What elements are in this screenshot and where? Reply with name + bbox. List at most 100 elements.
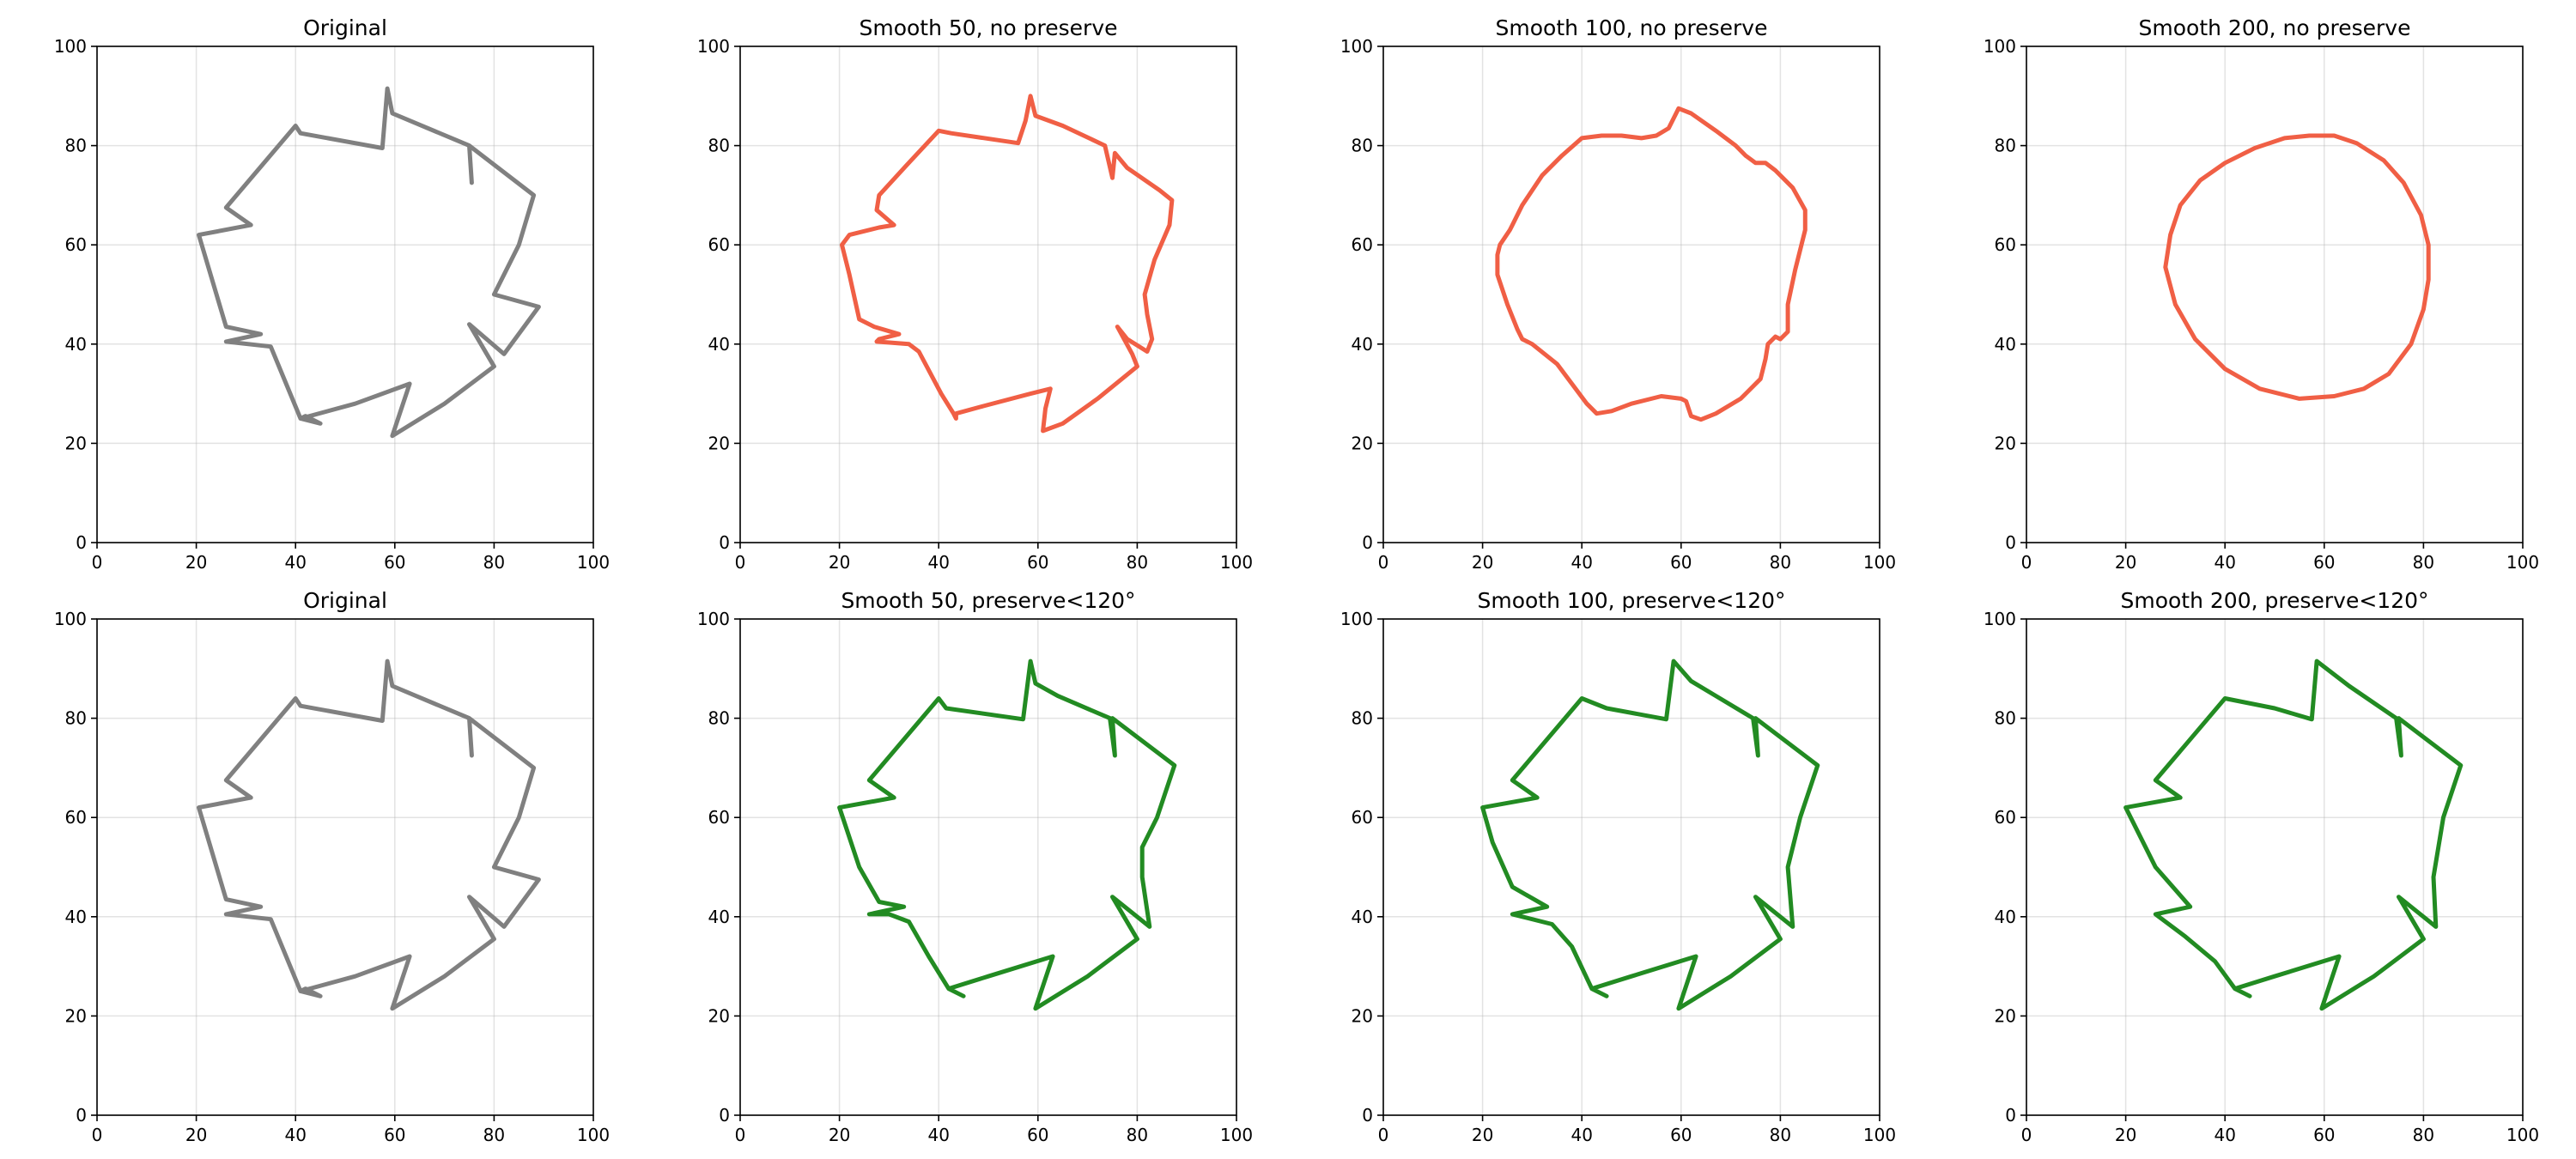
panel-title: Smooth 200, no preserve — [2139, 15, 2411, 40]
y-tick-label: 60 — [1352, 234, 1373, 255]
plot-area — [97, 46, 593, 543]
x-tick-label: 0 — [2021, 552, 2032, 573]
y-tick-label: 80 — [1352, 708, 1373, 729]
axes-frame — [96, 618, 594, 1116]
panel-title: Original — [303, 588, 387, 613]
x-tick-label: 80 — [1127, 1125, 1148, 1145]
x-tick-label: 100 — [2506, 1125, 2539, 1145]
chart-panel: 0 20 40 60 80 100 0 20 40 60 80 100 Original — [54, 588, 610, 1145]
axes-frame — [2026, 618, 2524, 1116]
plot-area — [2026, 619, 2523, 1115]
x-tick-label: 0 — [92, 552, 103, 573]
x-tick-label: 60 — [2313, 1125, 2335, 1145]
x-tick-label: 20 — [185, 1125, 207, 1145]
panel-title: Smooth 50, preserve<120° — [841, 588, 1135, 613]
y-tick-label: 80 — [1995, 708, 2016, 729]
y-tick-label: 0 — [76, 1105, 87, 1126]
x-tick-label: 0 — [2021, 1125, 2032, 1145]
x-tick-label: 100 — [2506, 552, 2539, 573]
axes-frame — [739, 618, 1237, 1116]
y-tick-label: 80 — [65, 708, 87, 729]
plot-area — [2026, 46, 2523, 543]
x-tick-label: 80 — [2413, 1125, 2434, 1145]
axes-frame — [1382, 46, 1880, 543]
x-tick-label: 0 — [735, 552, 746, 573]
y-tick-label: 100 — [697, 609, 730, 629]
x-tick-label: 20 — [829, 552, 850, 573]
x-tick-label: 60 — [384, 1125, 405, 1145]
x-tick-label: 80 — [2413, 552, 2434, 573]
y-tick-label: 20 — [1995, 433, 2016, 453]
x-tick-label: 100 — [577, 1125, 610, 1145]
x-tick-label: 20 — [2115, 1125, 2136, 1145]
panel-title: Smooth 200, preserve<120° — [2120, 588, 2428, 613]
y-tick-label: 100 — [1984, 36, 2016, 57]
y-tick-label: 100 — [54, 609, 87, 629]
x-tick-label: 80 — [1770, 1125, 1791, 1145]
y-tick-label: 40 — [65, 907, 87, 927]
axes-frame — [2026, 46, 2524, 543]
y-tick-label: 80 — [65, 136, 87, 156]
y-tick-label: 20 — [1352, 433, 1373, 453]
y-tick-label: 60 — [708, 807, 730, 828]
x-tick-label: 60 — [1670, 1125, 1692, 1145]
y-tick-label: 20 — [708, 1005, 730, 1026]
x-tick-label: 0 — [1378, 1125, 1389, 1145]
y-tick-label: 100 — [1984, 609, 2016, 629]
chart-panel: 0 20 40 60 80 100 0 20 40 60 80 100 Smooth 200, no p… — [1984, 15, 2539, 573]
chart-panel: 0 20 40 60 80 100 0 20 40 60 80 100 Smooth 100, pres… — [1340, 588, 1896, 1145]
y-tick-label: 100 — [54, 36, 87, 57]
y-tick-label: 40 — [1995, 334, 2016, 355]
axes-frame — [96, 46, 594, 543]
x-tick-label: 80 — [483, 1125, 505, 1145]
series-line — [837, 658, 1177, 1011]
y-tick-label: 20 — [1352, 1005, 1373, 1026]
x-tick-label: 20 — [185, 552, 207, 573]
x-tick-label: 20 — [2115, 552, 2136, 573]
x-tick-label: 60 — [1670, 552, 1692, 573]
y-tick-label: 20 — [65, 1005, 87, 1026]
x-tick-label: 20 — [1472, 1125, 1493, 1145]
chart-panel: 0 20 40 60 80 100 0 20 40 60 80 100 Smooth 50, no pr… — [697, 15, 1253, 573]
x-tick-label: 20 — [1472, 552, 1493, 573]
x-tick-label: 100 — [1220, 1125, 1253, 1145]
y-tick-label: 40 — [1995, 907, 2016, 927]
x-tick-label: 60 — [1027, 1125, 1048, 1145]
plot-area — [97, 619, 593, 1115]
y-tick-label: 0 — [2005, 1105, 2016, 1126]
y-tick-label: 0 — [719, 1105, 730, 1126]
y-tick-label: 40 — [65, 334, 87, 355]
y-tick-label: 80 — [708, 136, 730, 156]
series-line — [2123, 658, 2464, 1011]
panel-title: Smooth 100, no preserve — [1496, 15, 1768, 40]
x-tick-label: 40 — [284, 552, 306, 573]
panel-title: Smooth 50, no preserve — [859, 15, 1117, 40]
y-tick-label: 0 — [2005, 532, 2016, 553]
axes-frame — [739, 46, 1237, 543]
chart-panel: 0 20 40 60 80 100 0 20 40 60 80 100 Original — [54, 15, 610, 573]
x-tick-label: 40 — [284, 1125, 306, 1145]
series-line — [197, 658, 541, 1011]
y-tick-label: 60 — [1995, 807, 2016, 828]
x-tick-label: 60 — [2313, 552, 2335, 573]
x-tick-label: 60 — [384, 552, 405, 573]
panel-title: Smooth 100, preserve<120° — [1477, 588, 1785, 613]
y-tick-label: 0 — [1362, 1105, 1373, 1126]
x-tick-label: 100 — [1863, 1125, 1896, 1145]
chart-panel: 0 20 40 60 80 100 0 20 40 60 80 100 Smooth 50, prese… — [697, 588, 1253, 1145]
y-tick-label: 20 — [65, 433, 87, 453]
y-tick-label: 40 — [708, 334, 730, 355]
y-tick-label: 40 — [1352, 334, 1373, 355]
x-tick-label: 60 — [1027, 552, 1048, 573]
y-tick-label: 60 — [708, 234, 730, 255]
y-tick-label: 40 — [708, 907, 730, 927]
x-tick-label: 0 — [735, 1125, 746, 1145]
x-tick-label: 80 — [1770, 552, 1791, 573]
axes-frame — [1382, 618, 1880, 1116]
series-line — [1480, 658, 1820, 1011]
y-tick-label: 0 — [1362, 532, 1373, 553]
y-tick-label: 80 — [1352, 136, 1373, 156]
x-tick-label: 40 — [2214, 552, 2235, 573]
x-tick-label: 40 — [2214, 1125, 2235, 1145]
x-tick-label: 100 — [1863, 552, 1896, 573]
